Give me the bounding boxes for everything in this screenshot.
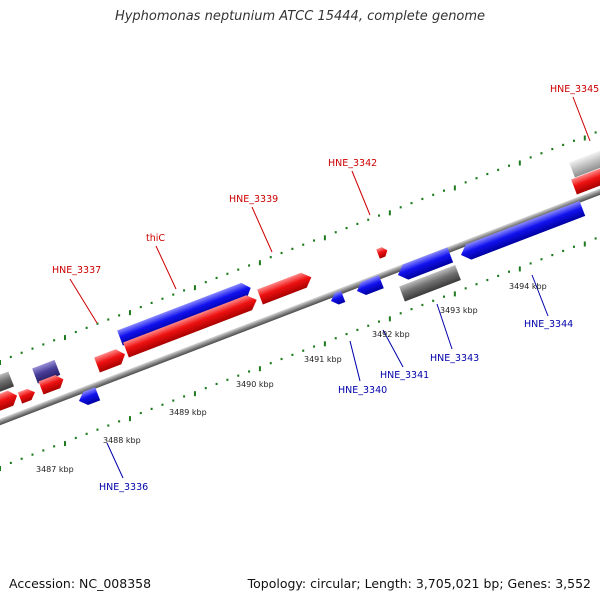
forward-strand-ticks	[0, 131, 597, 365]
reverse-strand-ticks	[0, 237, 597, 471]
scale-labels: 3487 kbp 3488 kbp 3489 kbp 3490 kbp 3491…	[36, 282, 547, 474]
genome-summary-text: Topology: circular; Length: 3,705,021 bp…	[247, 576, 591, 591]
gene-arrow-hne3345-light	[569, 148, 600, 178]
reverse-gene-labels: HNE_3336 HNE_3340 HNE_3341 HNE_3343 HNE_…	[99, 319, 573, 493]
gene-arrow-hne3339b	[257, 272, 312, 305]
gene-arrow-hne3336	[79, 387, 101, 406]
scale-label-3491: 3491 kbp	[304, 355, 342, 364]
gene-arrow-hne3339	[123, 295, 257, 358]
gene-arrow-left-purple	[32, 359, 61, 384]
gene-label-hne3342[interactable]: HNE_3342	[328, 158, 377, 169]
map-title: Hyphomonas neptunium ATCC 15444, complet…	[114, 9, 486, 24]
scale-label-3487: 3487 kbp	[36, 465, 74, 474]
gene-arrow-hne3344	[461, 200, 586, 260]
gene-arrow-rev-left-red-small	[17, 388, 35, 404]
gene-label-hne3337[interactable]: HNE_3337	[52, 265, 101, 276]
gene-label-hne3341[interactable]: HNE_3341	[380, 370, 429, 381]
gene-arrow-rev-left-red-2	[38, 375, 64, 395]
gene-arrow-hne3343-top	[398, 247, 454, 280]
gene-arrow-left-grey	[0, 371, 15, 397]
gene-label-hne3343[interactable]: HNE_3343	[430, 353, 479, 364]
scale-label-3493: 3493 kbp	[440, 306, 478, 315]
gene-label-hne3340[interactable]: HNE_3340	[338, 385, 387, 396]
gene-arrow-hne3342	[376, 247, 388, 259]
leader-lines	[69, 96, 591, 479]
scale-label-3489: 3489 kbp	[169, 408, 207, 417]
gene-arrow-hne3337	[94, 349, 126, 373]
gene-arrow-thic	[117, 282, 251, 346]
gene-arrow-hne3345-red	[571, 165, 600, 195]
gene-arrow-rev-left-red	[0, 390, 18, 414]
gene-arrow-hne3341	[357, 275, 384, 296]
accession-text: Accession: NC_008358	[9, 576, 152, 591]
gene-label-hne3344[interactable]: HNE_3344	[524, 319, 573, 330]
scale-label-3492: 3492 kbp	[372, 330, 410, 339]
backbone	[0, 175, 600, 432]
scale-label-3488: 3488 kbp	[103, 436, 141, 445]
gene-label-hne3339[interactable]: HNE_3339	[229, 194, 278, 205]
gene-label-hne3336[interactable]: HNE_3336	[99, 482, 148, 493]
scale-label-3490: 3490 kbp	[236, 380, 274, 389]
gene-arrow-hne3340	[331, 290, 346, 305]
forward-gene-labels: HNE_3337 thiC HNE_3339 HNE_3342 HNE_3345	[52, 84, 599, 276]
gene-label-thic[interactable]: thiC	[146, 233, 165, 244]
gene-arrow-hne3343-grey	[399, 265, 461, 302]
gene-label-hne3345[interactable]: HNE_3345	[550, 84, 599, 95]
scale-label-3494: 3494 kbp	[509, 282, 547, 291]
